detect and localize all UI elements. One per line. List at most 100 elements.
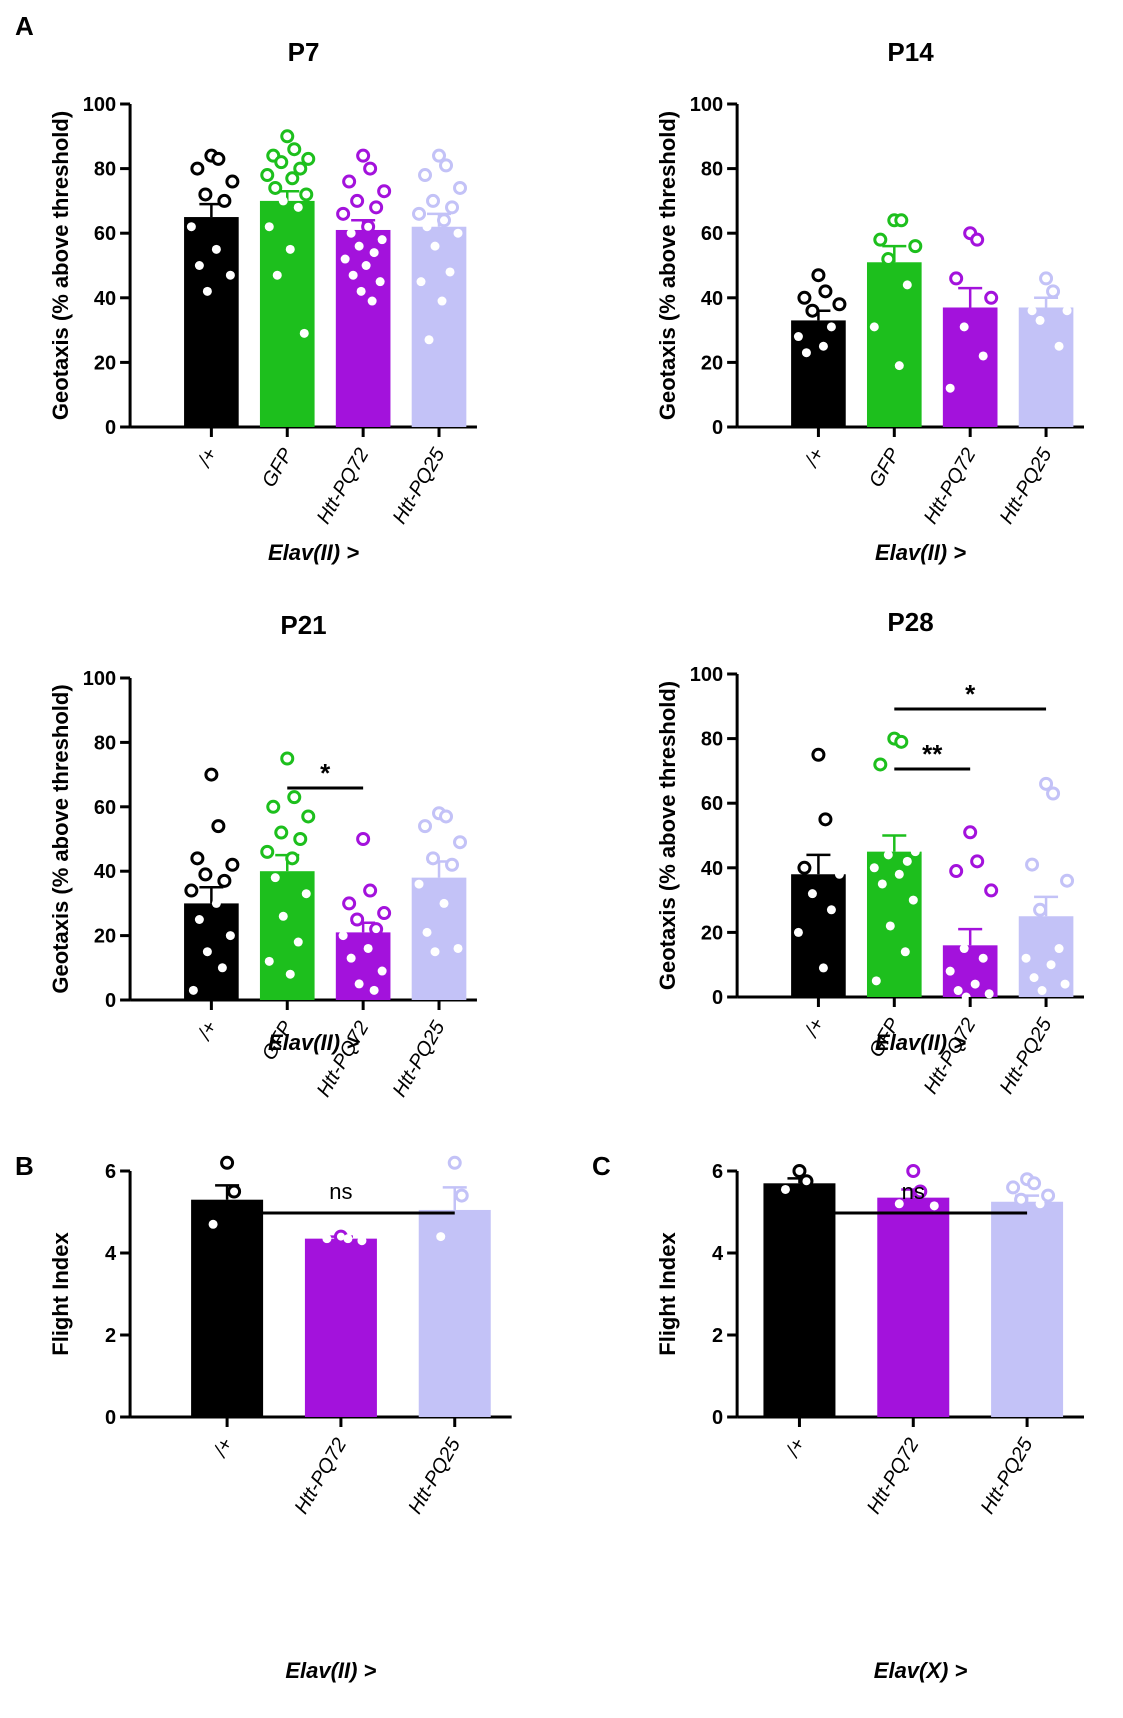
panel-label: B — [15, 1151, 34, 1181]
data-point — [361, 219, 376, 234]
data-point — [445, 200, 460, 215]
y-tick-label: 80 — [94, 732, 116, 754]
data-point — [970, 854, 985, 869]
data-point — [801, 348, 811, 358]
data-point — [793, 332, 803, 342]
bar — [877, 1197, 950, 1417]
data-point — [287, 790, 302, 805]
error-bar — [958, 927, 983, 946]
data-point — [340, 254, 350, 264]
data-point — [369, 985, 379, 995]
data-point — [1037, 986, 1047, 996]
x-tick-label: Htt-PQ72 — [863, 1435, 924, 1518]
y-tick-label: 6 — [105, 1161, 116, 1183]
y-axis-label: Geotaxis (% above threshold) — [48, 111, 73, 420]
panel-label: C — [592, 1151, 611, 1181]
data-point — [984, 989, 994, 999]
data-point — [418, 168, 433, 183]
data-point — [894, 734, 909, 749]
data-point — [194, 261, 204, 270]
data-point — [343, 1234, 353, 1244]
chart-title: P7 — [288, 37, 320, 67]
data-point — [225, 174, 240, 189]
data-point — [1027, 306, 1037, 316]
data-point — [422, 222, 432, 232]
data-point — [818, 812, 833, 827]
data-point — [285, 851, 300, 866]
y-tick-label: 60 — [94, 223, 116, 245]
y-tick-label: 0 — [105, 990, 116, 1012]
data-point — [826, 322, 836, 332]
data-point — [908, 239, 923, 254]
y-tick-label: 0 — [712, 987, 723, 1009]
x-tick-label: /+ — [781, 1435, 810, 1463]
x-tick-label: GFP — [258, 444, 298, 491]
data-point — [959, 322, 969, 332]
data-point — [881, 252, 896, 267]
x-axis-label: Elav(II) > — [268, 1030, 359, 1055]
data-point — [264, 222, 274, 232]
data-point — [285, 171, 300, 186]
data-point — [437, 213, 452, 228]
data-point — [342, 174, 357, 189]
bar — [259, 200, 315, 427]
data-point — [211, 819, 226, 834]
data-point — [260, 844, 275, 859]
data-point — [818, 963, 828, 973]
data-point — [356, 148, 371, 163]
data-point — [978, 351, 988, 361]
data-point — [208, 1219, 218, 1229]
data-point — [346, 228, 356, 238]
data-point — [445, 267, 455, 277]
data-point — [293, 161, 308, 176]
x-tick-label: Htt-PQ25 — [977, 1434, 1038, 1518]
y-tick-label: 40 — [701, 288, 723, 310]
panel-label: A — [15, 11, 34, 41]
data-point — [1062, 306, 1072, 316]
data-point — [363, 943, 373, 953]
x-tick-label: /+ — [800, 445, 829, 473]
data-point — [945, 966, 955, 976]
data-point — [797, 860, 812, 875]
data-point — [363, 161, 378, 176]
bar — [335, 932, 391, 1000]
bar — [942, 307, 998, 427]
data-point — [322, 1234, 332, 1244]
data-point — [902, 280, 912, 290]
chart-title: P28 — [887, 607, 933, 637]
data-point — [432, 148, 447, 163]
bar — [991, 1201, 1064, 1417]
data-point — [186, 222, 196, 232]
data-point — [807, 889, 817, 899]
bar — [184, 217, 239, 427]
data-point — [338, 931, 348, 941]
significance-label: ns — [329, 1179, 352, 1204]
data-point — [430, 947, 440, 957]
x-tick-label: /+ — [209, 1435, 238, 1463]
x-tick-label: /+ — [800, 1015, 829, 1043]
data-point — [439, 898, 449, 908]
data-point — [1006, 1180, 1021, 1195]
data-point — [1033, 902, 1048, 917]
data-point — [792, 1164, 807, 1178]
chart-title: P21 — [280, 610, 326, 640]
data-point — [268, 180, 283, 195]
data-point — [278, 196, 288, 206]
data-point — [1035, 1199, 1045, 1209]
data-point — [293, 937, 303, 947]
x-tick-label: Htt-PQ72 — [313, 445, 374, 528]
data-point — [970, 979, 980, 989]
data-point — [437, 296, 447, 306]
data-point — [346, 953, 356, 963]
y-tick-label: 100 — [83, 668, 116, 690]
x-axis-label: Elav(II) > — [875, 1030, 966, 1055]
x-tick-label: Htt-PQ72 — [291, 1435, 352, 1518]
data-point — [877, 879, 887, 889]
y-tick-label: 4 — [105, 1243, 117, 1265]
data-point — [280, 129, 295, 144]
data-point — [797, 290, 812, 305]
error-bar — [1034, 296, 1059, 308]
data-point — [894, 213, 909, 228]
data-point — [299, 187, 314, 202]
data-point — [439, 809, 454, 824]
